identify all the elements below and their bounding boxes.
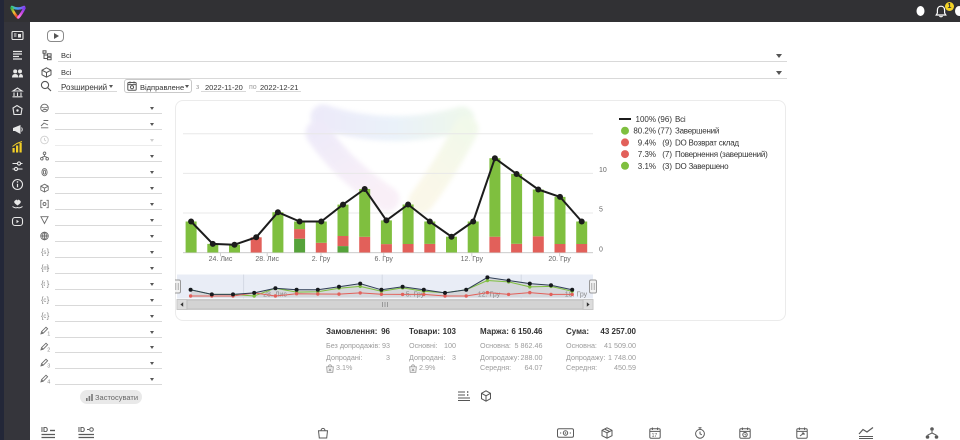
svg-text:}: } (47, 295, 50, 304)
svg-text:10: 10 (599, 167, 607, 174)
svg-text:{: { (41, 311, 44, 320)
svg-text:(3): (3) (662, 162, 672, 171)
svg-text:c: c (43, 314, 46, 320)
svg-text:100%: 100% (636, 115, 656, 124)
svg-text:5. Гру: 5. Гру (406, 292, 425, 299)
svg-text:}: } (47, 247, 50, 256)
svg-text:0: 0 (599, 246, 603, 253)
svg-text:Повернення (завершений): Повернення (завершений) (675, 150, 768, 159)
svg-text:}: } (47, 279, 50, 288)
svg-text:80.2%: 80.2% (633, 127, 656, 136)
svg-text:28. Лис: 28. Лис (255, 256, 279, 263)
svg-text:t: t (43, 282, 45, 288)
svg-text:{: { (41, 263, 44, 272)
svg-text:12. Гру: 12. Гру (478, 292, 501, 299)
svg-text:(9): (9) (662, 138, 672, 147)
svg-text:2. Гру: 2. Гру (312, 256, 331, 263)
svg-text:c: c (43, 298, 46, 304)
svg-text:7.3%: 7.3% (638, 150, 656, 159)
svg-text:2: 2 (47, 348, 50, 353)
svg-text:24. Лис: 24. Лис (209, 256, 233, 263)
svg-text:5: 5 (599, 207, 603, 214)
svg-text:Всі: Всі (675, 115, 686, 124)
svg-text:DO Завершено: DO Завершено (675, 162, 729, 171)
svg-text:s: s (43, 250, 46, 256)
svg-text:{: { (41, 247, 44, 256)
svg-text:ID: ID (41, 427, 48, 434)
svg-text:{: { (41, 279, 44, 288)
svg-text:DO Возврат склад: DO Возврат склад (675, 138, 739, 147)
svg-text:(7): (7) (662, 150, 672, 159)
svg-text:12. Гру: 12. Гру (461, 256, 484, 263)
svg-text:20. Гру: 20. Гру (548, 256, 571, 263)
svg-text:18. Гру: 18. Гру (565, 292, 588, 299)
svg-text:}: } (47, 311, 50, 320)
svg-text:4: 4 (47, 380, 50, 385)
svg-text:(96): (96) (658, 115, 673, 124)
svg-text:6. Гру: 6. Гру (374, 256, 393, 263)
svg-text:17: 17 (652, 433, 658, 439)
svg-text:m: m (43, 266, 48, 272)
svg-text:9.4%: 9.4% (638, 138, 656, 147)
svg-text:3.1%: 3.1% (638, 162, 656, 171)
svg-text:Завершений: Завершений (675, 127, 719, 136)
svg-text:{: { (41, 295, 44, 304)
svg-text:ID: ID (78, 427, 85, 434)
svg-text:}: } (47, 263, 50, 272)
svg-text:(77): (77) (658, 127, 673, 136)
svg-text:1: 1 (47, 332, 50, 337)
svg-text:3: 3 (47, 364, 50, 369)
